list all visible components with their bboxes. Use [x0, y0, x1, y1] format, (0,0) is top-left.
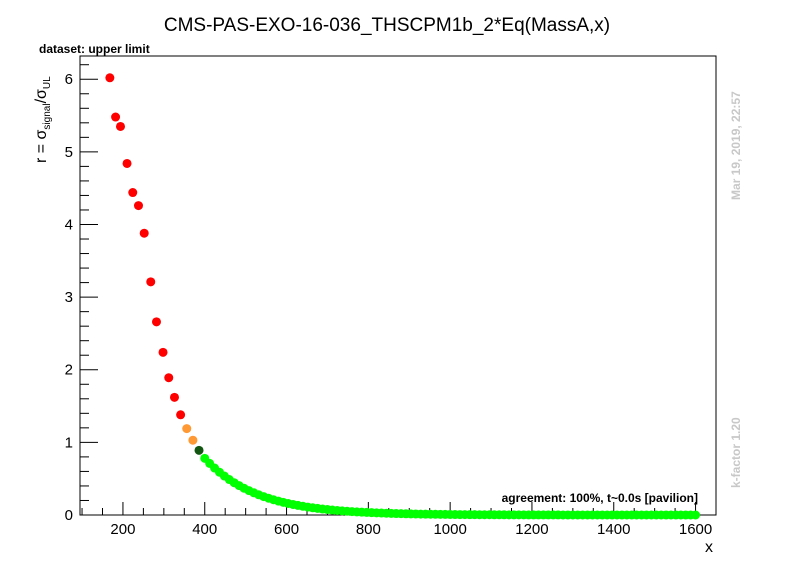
- data-point-excluded: [139, 228, 149, 238]
- y-axis-label: r = σsignal/σUL: [33, 76, 53, 163]
- data-point-excluded: [158, 347, 168, 357]
- data-point-excluded: [105, 73, 115, 83]
- k-factor: k-factor 1.20: [729, 417, 743, 488]
- chart-title: CMS-PAS-EXO-16-036_THSCPM1b_2*Eq(MassA,x…: [164, 15, 610, 36]
- y-tick-label: 1: [65, 434, 73, 451]
- y-axis: 0 1 2 3 4 5 6: [65, 64, 98, 524]
- timestamp: Mar 19, 2019, 22:57: [729, 91, 743, 200]
- y-label-denominator-sub: UL: [42, 76, 53, 89]
- x-tick-label: 1400: [597, 521, 630, 538]
- data-point-excluded: [128, 188, 138, 198]
- y-tick-label: 2: [65, 362, 73, 379]
- dataset-label: dataset: upper limit: [39, 42, 150, 56]
- x-tick-label: 800: [356, 521, 381, 538]
- y-label-slash: /σ: [33, 89, 50, 103]
- data-point-excluded: [164, 373, 174, 383]
- x-tick-label: 200: [110, 521, 135, 538]
- data-point-excluded: [176, 410, 186, 420]
- data-point-marginal: [188, 435, 198, 445]
- data-point-excluded: [133, 201, 143, 211]
- data-points: [105, 73, 701, 520]
- data-point-excluded: [122, 158, 132, 168]
- y-tick-label: 0: [65, 507, 73, 524]
- data-point-border: [194, 445, 204, 455]
- x-tick-label: 1600: [679, 521, 712, 538]
- data-point-excluded: [169, 392, 179, 402]
- data-point-excluded: [151, 317, 161, 327]
- plot-frame: [79, 55, 717, 516]
- y-tick-label: 5: [65, 144, 73, 161]
- y-label-numerator-sub: signal: [42, 103, 53, 129]
- data-point-marginal: [182, 424, 192, 434]
- data-point-excluded: [146, 277, 156, 287]
- data-point-allowed: [691, 510, 701, 520]
- x-axis: 200 400 600 800 1000 1200 1400 1600: [81, 502, 717, 538]
- x-tick-label: 1000: [433, 521, 466, 538]
- x-tick-label: 600: [274, 521, 299, 538]
- data-point-excluded: [115, 121, 125, 131]
- x-tick-label: 400: [192, 521, 217, 538]
- y-tick-label: 4: [65, 216, 73, 233]
- y-tick-label: 6: [65, 71, 73, 88]
- data-point-excluded: [111, 112, 121, 122]
- x-axis-label: x: [705, 539, 713, 556]
- agreement-note: agreement: 100%, t~0.0s [pavilion]: [502, 491, 698, 505]
- x-tick-label: 1200: [515, 521, 548, 538]
- y-label-prefix: r = σ: [33, 129, 50, 163]
- y-tick-label: 3: [65, 289, 73, 306]
